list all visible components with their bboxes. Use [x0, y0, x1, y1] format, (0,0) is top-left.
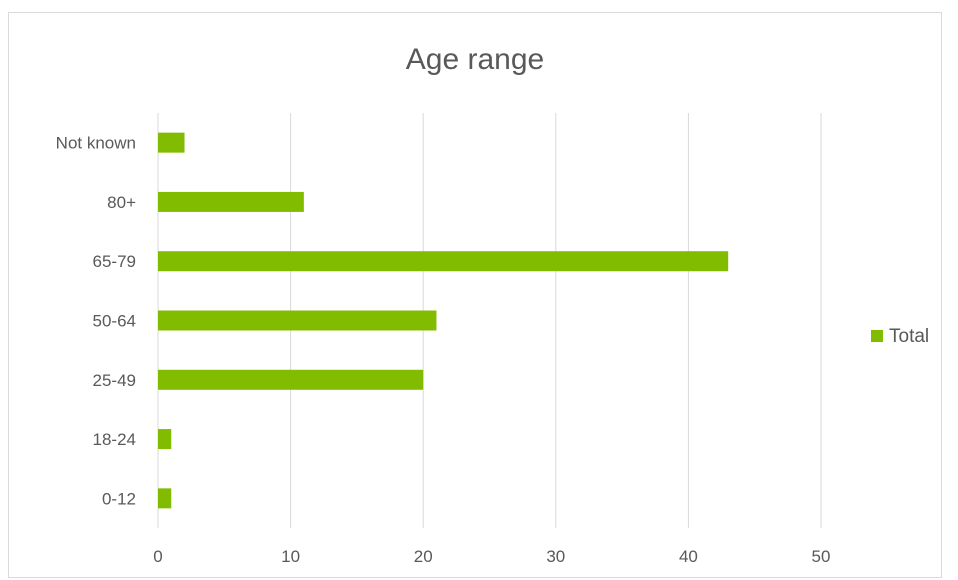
y-tick-label: 65-79: [93, 252, 136, 271]
bar-chart: 0 10 20 30 40 50 0-12 18-24 25-49 50-64 65-79 80+ No…: [56, 113, 929, 566]
y-tick-label: 50-64: [93, 312, 136, 331]
bar-0-12: [158, 488, 172, 509]
chart-title: Age range: [405, 43, 545, 76]
legend-label: Total: [889, 326, 929, 347]
y-tick-label: 0-12: [102, 489, 136, 508]
bar-25-49: [158, 369, 424, 390]
x-tick-label: 30: [546, 547, 565, 566]
x-tick-label: 50: [812, 547, 831, 566]
y-tick-label: Not known: [56, 134, 136, 153]
bar-not-known: [158, 132, 185, 153]
x-tick-label: 0: [153, 547, 162, 566]
x-tick-label: 10: [281, 547, 300, 566]
bar-65-79: [158, 251, 729, 272]
bar-18-24: [158, 429, 172, 450]
chart-area: Age range 0 10 20 30 40 50 0-12 18-24 25-49 50-64…: [8, 12, 942, 578]
legend-swatch: [871, 330, 883, 342]
y-tick-label: 25-49: [93, 371, 136, 390]
y-tick-label: 80+: [107, 193, 136, 212]
bar-50-64: [158, 310, 437, 331]
x-tick-label: 20: [414, 547, 433, 566]
bar-80-: [158, 191, 304, 212]
x-tick-label: 40: [679, 547, 698, 566]
y-tick-label: 18-24: [93, 430, 136, 449]
